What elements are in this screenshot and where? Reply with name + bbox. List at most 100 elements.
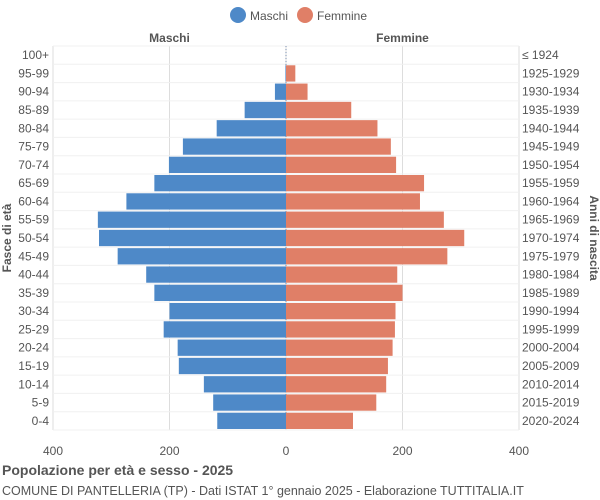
population-pyramid-chart: 400 200 0 200 400 100+ ≤ 1924 95-99 1925-1929 90-… — [0, 7, 600, 458]
x-tick-label: 200 — [159, 444, 179, 458]
bar-male[interactable] — [154, 284, 286, 301]
bar-female[interactable] — [286, 156, 397, 173]
bar-male[interactable] — [178, 357, 286, 375]
bar-male[interactable] — [203, 376, 286, 393]
bar-female[interactable] — [286, 138, 391, 155]
bar-male[interactable] — [99, 229, 286, 247]
birth-year-label: 2020-2024 — [522, 414, 580, 428]
age-group-label: 100+ — [22, 48, 49, 62]
bar-female[interactable] — [286, 303, 396, 320]
birth-year-label: 1970-1974 — [522, 231, 580, 245]
birth-year-label: 1960-1964 — [522, 194, 580, 208]
birth-year-label: 1940-1944 — [522, 121, 580, 135]
bar-female[interactable] — [286, 284, 403, 301]
bar-female[interactable] — [286, 175, 425, 192]
right-side-label: Femmine — [376, 31, 429, 45]
bar-male[interactable] — [163, 321, 286, 338]
age-group-label: 25-29 — [18, 322, 49, 336]
age-group-label: 80-84 — [18, 121, 49, 135]
legend[interactable]: Maschi Femmine — [230, 7, 367, 23]
age-group-label: 50-54 — [18, 231, 49, 245]
bar-female[interactable] — [286, 193, 420, 210]
birth-year-label: 1980-1984 — [522, 268, 580, 282]
bar-male[interactable] — [274, 83, 286, 100]
legend-label: Maschi — [250, 9, 288, 23]
age-group-label: 0-4 — [32, 414, 50, 428]
age-group-label: 10-14 — [18, 377, 49, 391]
bar-female[interactable] — [286, 321, 395, 338]
bar-female[interactable] — [286, 357, 388, 375]
age-group-label: 85-89 — [18, 103, 49, 117]
bar-female[interactable] — [286, 412, 353, 429]
birth-year-label: 1950-1954 — [522, 158, 580, 172]
legend-item-maschi[interactable]: Maschi — [230, 7, 288, 23]
bar-female[interactable] — [286, 376, 387, 393]
birth-year-label: 1975-1979 — [522, 249, 580, 263]
age-group-label: 55-59 — [18, 213, 49, 227]
axis-labels: 400 200 0 200 400 100+ ≤ 1924 95-99 1925-1929 90-… — [0, 31, 600, 458]
age-group-label: 75-79 — [18, 140, 49, 154]
birth-year-label: ≤ 1924 — [522, 48, 559, 62]
bar-male[interactable] — [97, 211, 286, 228]
bar-male[interactable] — [146, 266, 286, 283]
y-axis-title-right: Anni di nascita — [587, 195, 600, 281]
age-group-label: 70-74 — [18, 158, 49, 172]
x-tick-label: 400 — [509, 444, 529, 458]
bar-female[interactable] — [286, 211, 444, 228]
bar-female[interactable] — [286, 229, 465, 247]
birth-year-label: 1930-1934 — [522, 85, 580, 99]
grid-lines — [52, 45, 520, 431]
bar-male[interactable] — [285, 65, 286, 82]
legend-marker — [297, 7, 313, 23]
left-side-label: Maschi — [149, 31, 190, 45]
birth-year-label: 1945-1949 — [522, 140, 580, 154]
bar-female[interactable] — [286, 83, 308, 100]
age-group-label: 40-44 — [18, 268, 49, 282]
birth-year-label: 2000-2004 — [522, 341, 580, 355]
bar-female[interactable] — [286, 266, 398, 283]
bar-male[interactable] — [213, 394, 286, 411]
birth-year-label: 1965-1969 — [522, 213, 580, 227]
bar-male[interactable] — [217, 412, 286, 429]
chart-title: Popolazione per età e sesso - 2025 — [2, 462, 234, 478]
bar-female[interactable] — [286, 120, 378, 137]
birth-year-label: 1990-1994 — [522, 304, 580, 318]
bars — [97, 65, 465, 429]
x-tick-label: 400 — [43, 444, 63, 458]
age-group-label: 15-19 — [18, 359, 49, 373]
age-group-label: 65-69 — [18, 176, 49, 190]
age-group-label: 30-34 — [18, 304, 49, 318]
age-group-label: 60-64 — [18, 194, 49, 208]
birth-year-label: 1955-1959 — [522, 176, 580, 190]
bar-female[interactable] — [286, 101, 352, 119]
bar-female[interactable] — [286, 339, 393, 356]
chart-subtitle: COMUNE DI PANTELLERIA (TP) - Dati ISTAT … — [2, 484, 524, 498]
bar-male[interactable] — [169, 303, 287, 320]
bar-male[interactable] — [117, 248, 286, 265]
bar-male[interactable] — [126, 193, 287, 210]
bar-female[interactable] — [286, 248, 448, 265]
birth-year-label: 2005-2009 — [522, 359, 580, 373]
birth-year-label: 1985-1989 — [522, 286, 580, 300]
bar-male[interactable] — [216, 120, 286, 137]
x-tick-label: 200 — [392, 444, 412, 458]
age-group-label: 90-94 — [18, 85, 49, 99]
age-group-label: 45-49 — [18, 249, 49, 263]
bar-female[interactable] — [286, 65, 296, 82]
birth-year-label: 1995-1999 — [522, 322, 580, 336]
age-group-label: 95-99 — [18, 66, 49, 80]
age-group-label: 35-39 — [18, 286, 49, 300]
birth-year-label: 1925-1929 — [522, 66, 580, 80]
legend-marker — [230, 7, 246, 23]
birth-year-label: 2010-2014 — [522, 377, 580, 391]
x-tick-label: 0 — [283, 444, 290, 458]
bar-male[interactable] — [182, 138, 286, 155]
bar-male[interactable] — [154, 175, 286, 192]
bar-male[interactable] — [244, 101, 286, 119]
age-group-label: 5-9 — [32, 396, 50, 410]
bar-male[interactable] — [177, 339, 286, 356]
legend-item-femmine[interactable]: Femmine — [297, 7, 367, 23]
legend-label: Femmine — [317, 9, 367, 23]
bar-male[interactable] — [168, 156, 286, 173]
bar-female[interactable] — [286, 394, 377, 411]
